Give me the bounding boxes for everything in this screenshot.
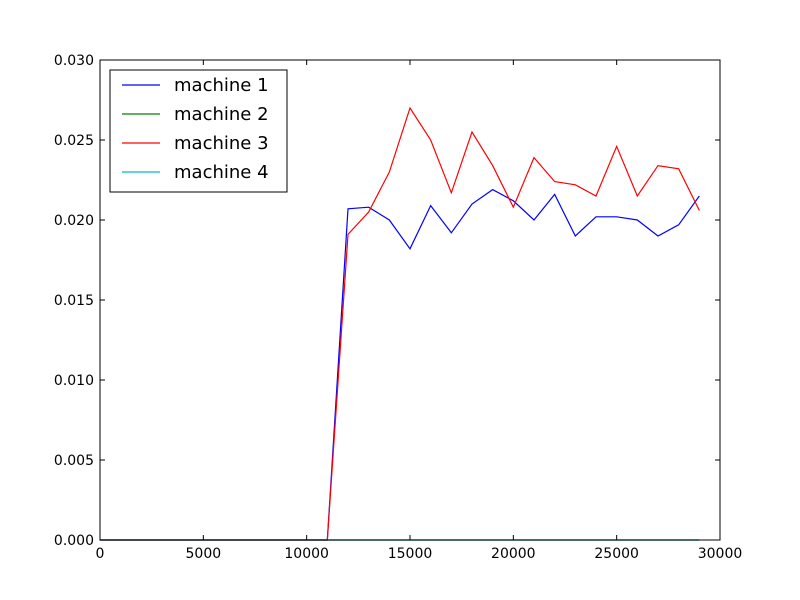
x-tick-label: 10000: [284, 546, 329, 562]
y-tick-label: 0.025: [54, 133, 94, 149]
y-tick-label: 0.010: [54, 373, 94, 389]
legend-label-4: machine 4: [174, 162, 269, 183]
x-tick-label: 15000: [388, 546, 433, 562]
y-tick-label: 0.005: [54, 453, 94, 469]
legend-label-1: machine 1: [174, 75, 269, 96]
y-tick-label: 0.020: [54, 213, 94, 229]
x-tick-label: 25000: [594, 546, 639, 562]
x-tick-label: 20000: [491, 546, 536, 562]
x-tick-label: 0: [96, 546, 105, 562]
ticks-layer: 0 5000 10000 15000 20000 25000 30000 0.000 0.005…: [54, 53, 742, 562]
y-tick-label: 0.030: [54, 53, 94, 69]
y-tick-label: 0.015: [54, 293, 94, 309]
legend-label-2: machine 2: [174, 104, 269, 125]
legend: machine 1 machine 2 machine 3 machine 4: [109, 69, 288, 193]
y-tick-label: 0.000: [54, 533, 94, 549]
legend-label-3: machine 3: [174, 133, 269, 154]
series-line-1: [100, 188, 700, 541]
x-tick-label: 30000: [698, 546, 743, 562]
x-tick-label: 5000: [186, 546, 222, 562]
